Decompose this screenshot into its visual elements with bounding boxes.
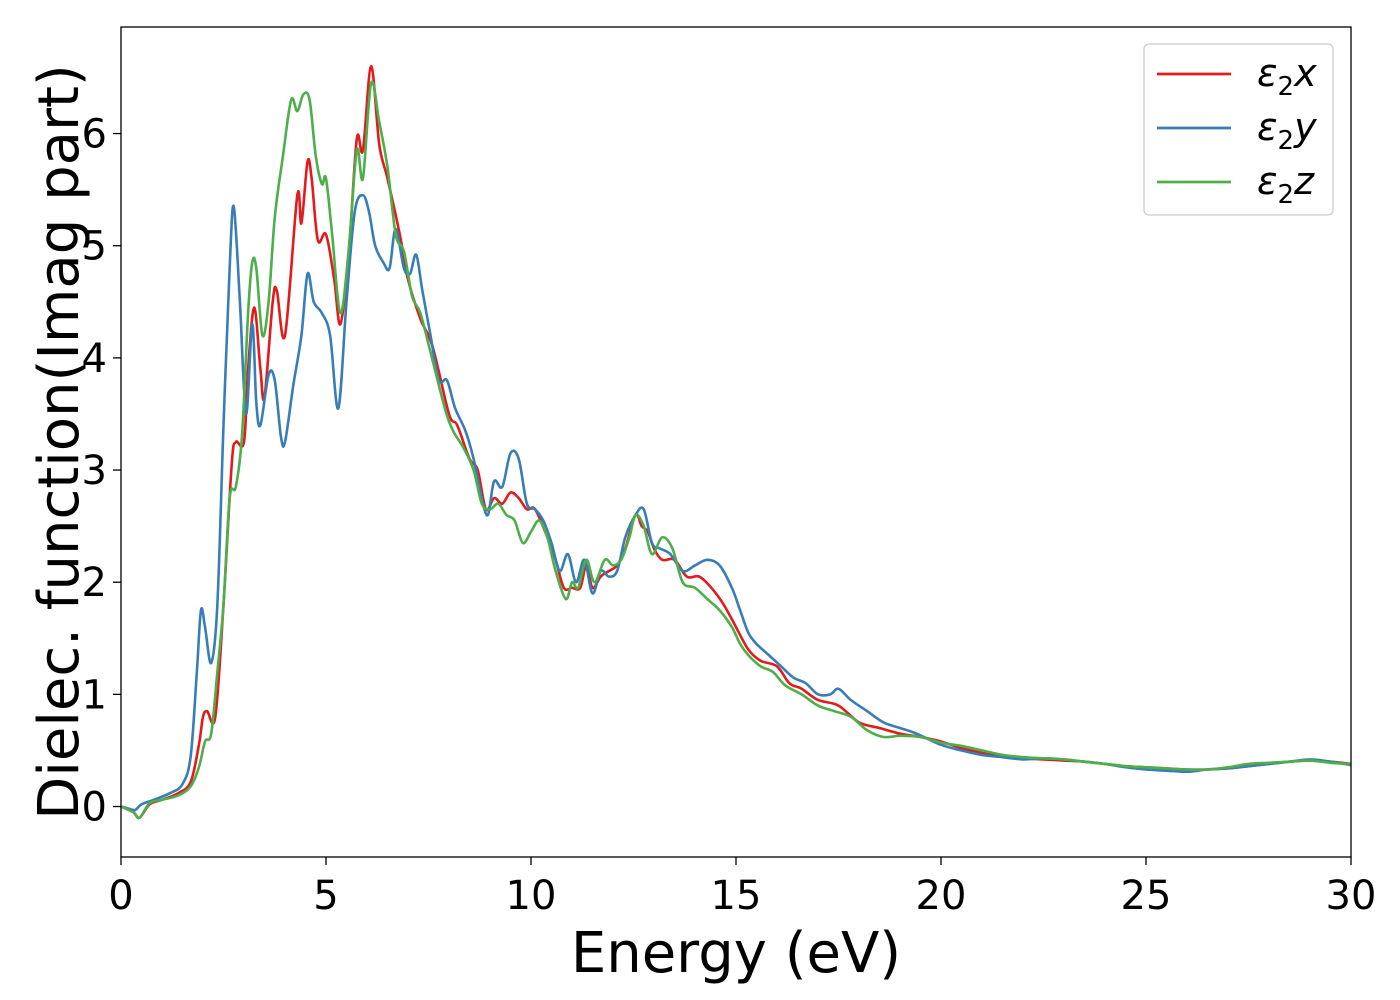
x-tick-label: 20 bbox=[916, 873, 967, 919]
y-tick-label: 5 bbox=[82, 224, 107, 270]
x-tick-label: 5 bbox=[313, 873, 338, 919]
y-tick-label: 6 bbox=[82, 112, 107, 158]
y-tick-label: 1 bbox=[82, 672, 107, 718]
legend-label-z: ε2z bbox=[1257, 159, 1315, 210]
x-tick-label: 15 bbox=[711, 873, 762, 919]
y-tick-label: 4 bbox=[82, 336, 107, 382]
legend-box bbox=[1143, 43, 1334, 216]
x-tick-label: 25 bbox=[1121, 873, 1172, 919]
y-tick-label: 0 bbox=[82, 785, 107, 831]
series-line-z bbox=[121, 80, 1351, 820]
y-tick-label: 3 bbox=[82, 448, 107, 494]
x-tick-label: 0 bbox=[108, 873, 133, 919]
y-axis-ticks: 0 1 2 3 4 5 6 bbox=[82, 112, 121, 831]
x-tick-label: 30 bbox=[1326, 873, 1377, 919]
legend-label-x: ε2x bbox=[1257, 51, 1317, 102]
y-axis-label: Dielec. function(Imag part) bbox=[27, 64, 92, 820]
y-tick-label: 2 bbox=[82, 560, 107, 606]
x-axis-label: Energy (eV) bbox=[571, 921, 901, 986]
series-group bbox=[121, 64, 1351, 820]
series-line-y bbox=[121, 193, 1351, 812]
legend-label-y: ε2y bbox=[1257, 105, 1317, 156]
x-axis-ticks: 0 5 10 15 20 25 30 bbox=[108, 857, 1376, 919]
x-tick-label: 10 bbox=[506, 873, 557, 919]
